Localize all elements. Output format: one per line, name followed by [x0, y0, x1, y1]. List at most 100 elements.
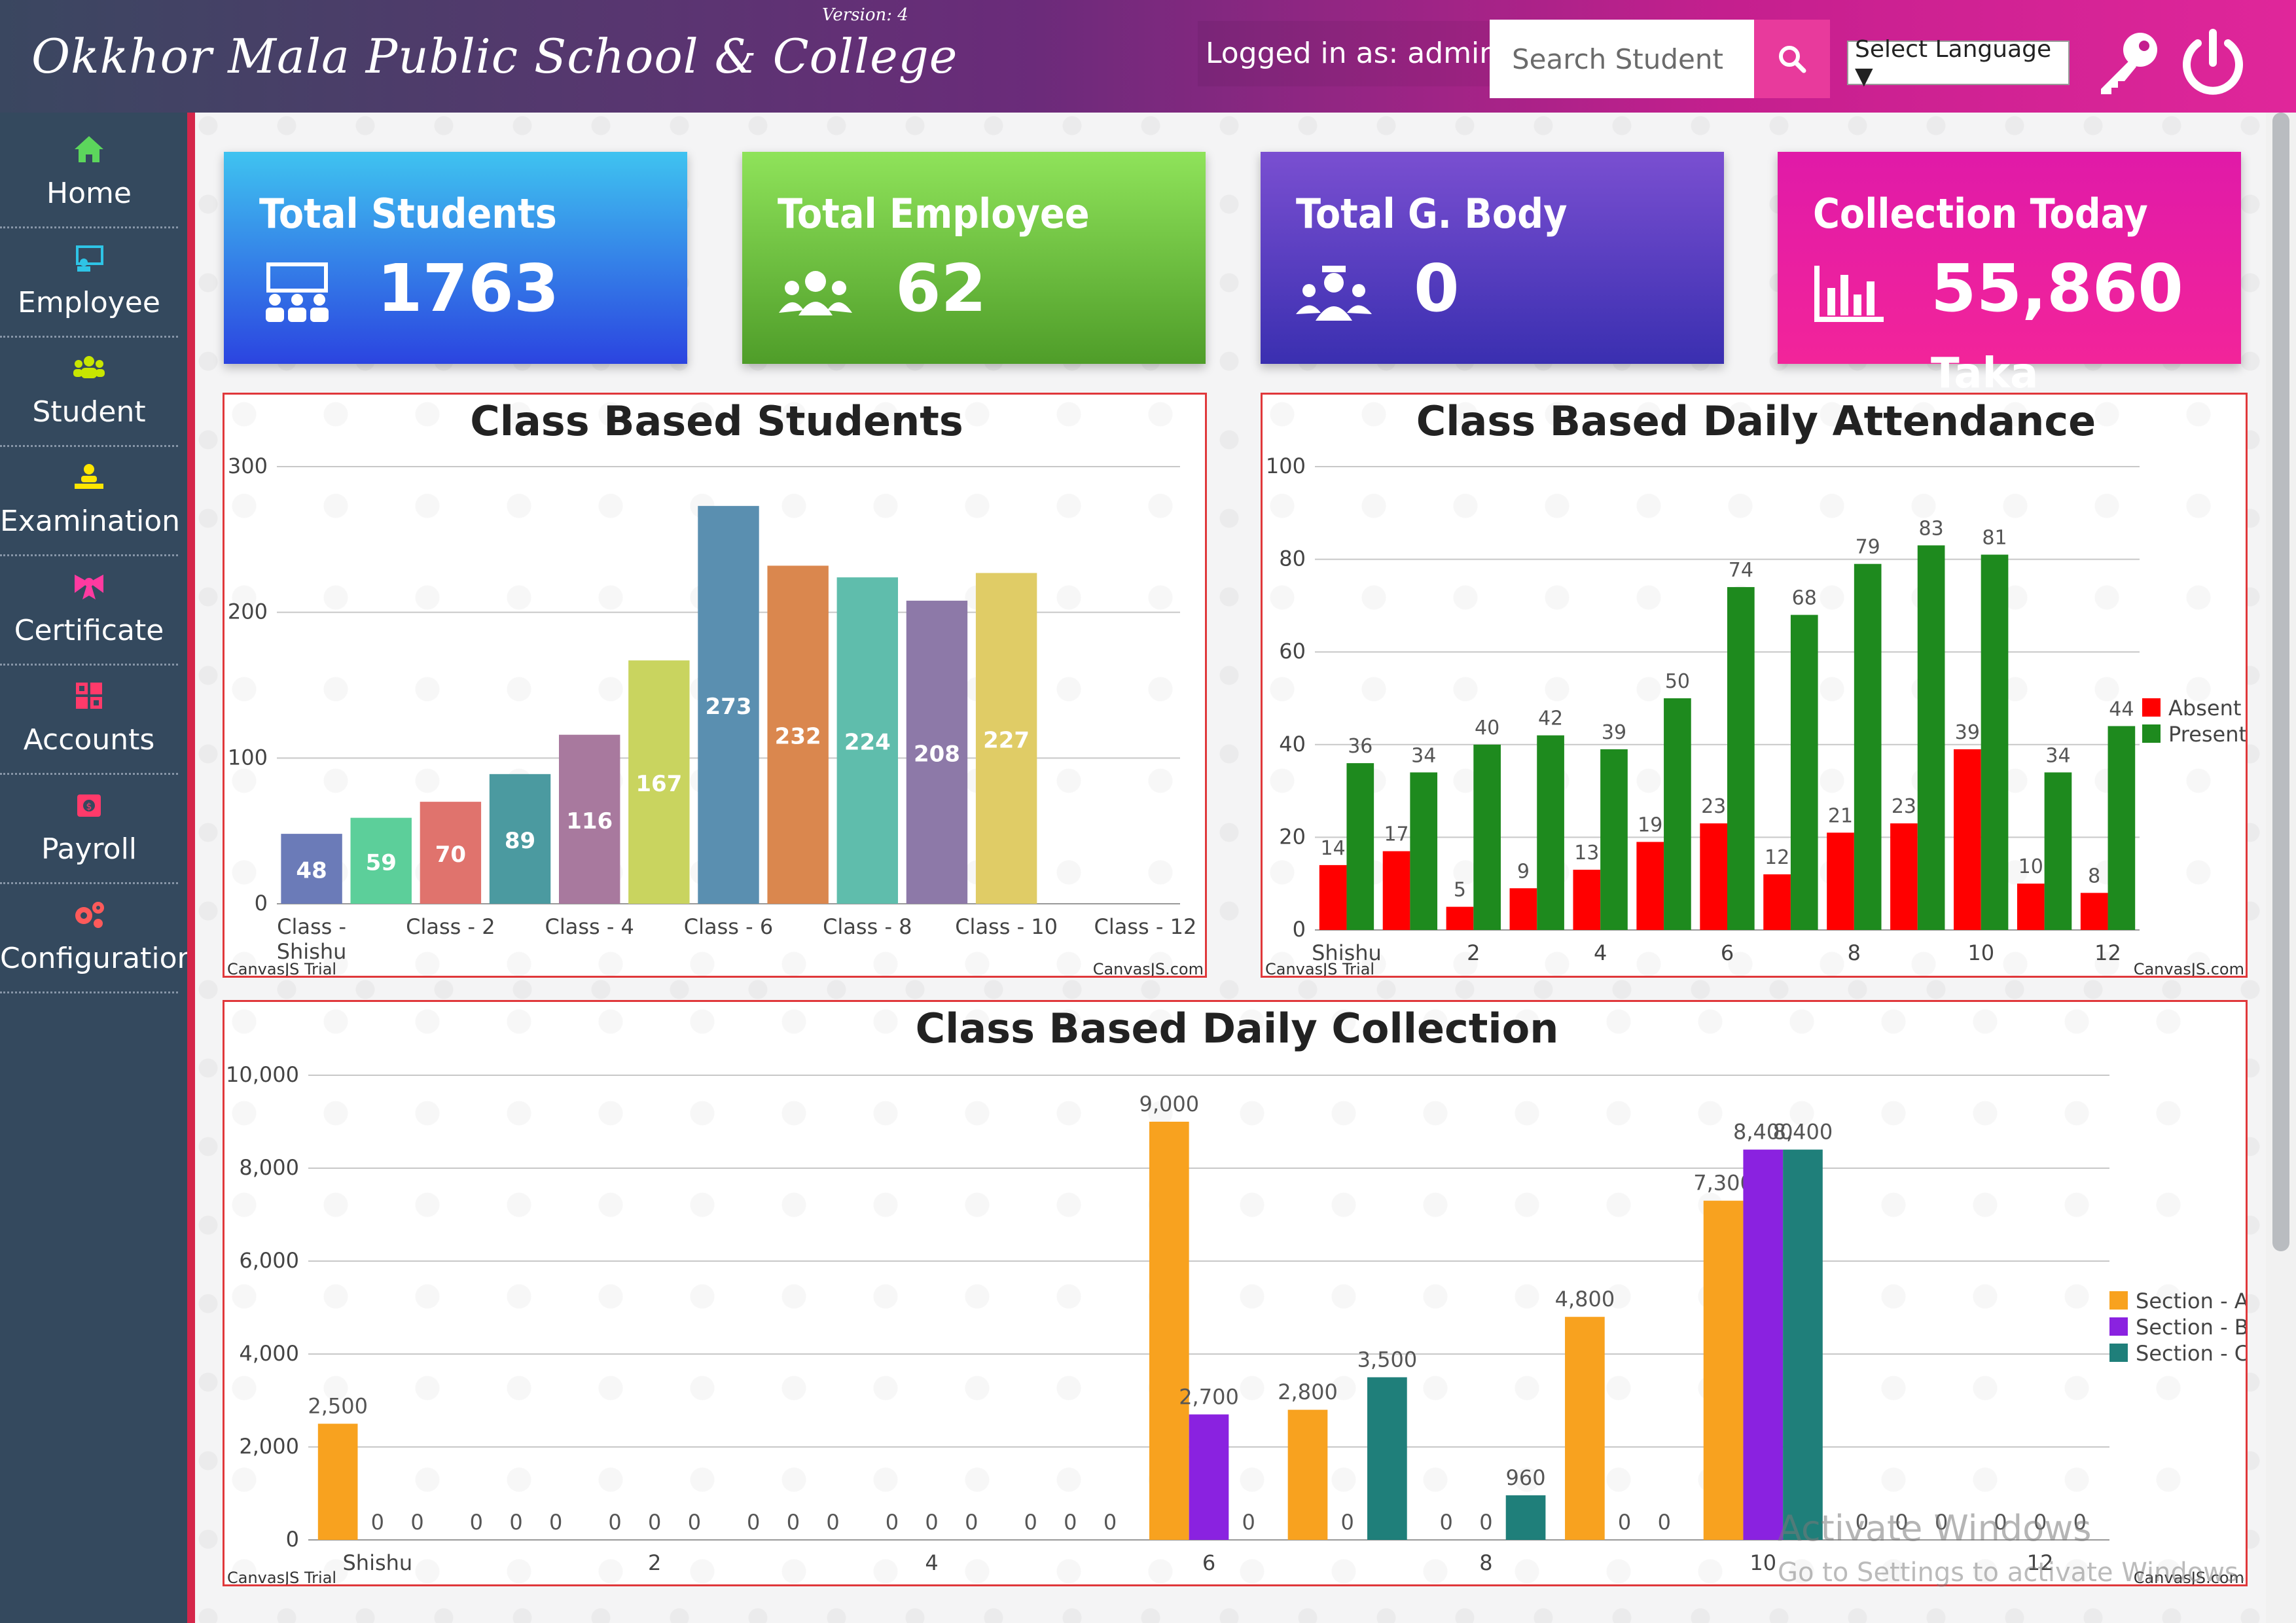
bar-value-label: 70: [435, 842, 466, 868]
card-title: Collection Today: [1813, 190, 2148, 238]
canvasjs-trial-watermark: CanvasJS Trial: [1265, 960, 1374, 978]
power-icon[interactable]: [2177, 26, 2249, 98]
legend-swatch: [2142, 724, 2161, 743]
legend-swatch: [2109, 1317, 2128, 1336]
sidebar-item-label: Student: [32, 395, 146, 429]
x-tick-label: Shishu: [1312, 940, 1382, 965]
grid-icon: [76, 683, 102, 709]
bar-value-label: 227: [983, 727, 1030, 753]
class-based-students-chart: Class Based Students 0 100 200 300 Class -Shi…: [227, 397, 1204, 976]
x-tick-label: 8: [1479, 1550, 1492, 1575]
canvasjs-site-watermark: CanvasJS.com: [2134, 1569, 2244, 1586]
bar: [489, 774, 551, 904]
legend-swatch: [2109, 1344, 2128, 1362]
card-total-students[interactable]: Total Students 1763: [224, 152, 687, 364]
sidebar-item-label: Home: [46, 177, 132, 210]
bar-value-label: 0: [688, 1510, 701, 1535]
x-tick-label: 8: [1848, 940, 1861, 965]
card-title: Total G. Body: [1296, 190, 1568, 238]
sidebar-item-student[interactable]: Student: [0, 338, 178, 447]
bar-value-label: 0: [2073, 1510, 2087, 1535]
sidebar-item-certificate[interactable]: Certificate: [0, 556, 178, 666]
y-tick-label: 80: [1279, 546, 1306, 571]
card-collection-today[interactable]: Collection Today 55,860 Taka: [1778, 152, 2241, 398]
bar-value-label: 0: [1440, 1510, 1453, 1535]
x-tick-label: 4: [1594, 940, 1607, 965]
search-button[interactable]: [1754, 20, 1830, 98]
bar-value-label: 50: [1665, 670, 1690, 693]
legend-label: Section - B: [2136, 1315, 2248, 1340]
bar-value-label: 89: [505, 828, 535, 854]
bar-value-label: 8,400: [1773, 1120, 1833, 1145]
panel-class-based-students: Class Based Students 0 100 200 300 Class - Shi…: [223, 393, 1207, 978]
bar-value-label: 81: [1982, 527, 2007, 550]
y-tick-label: 0: [286, 1527, 299, 1552]
bar: [1790, 615, 1818, 930]
bar-value-label: 34: [2045, 744, 2070, 767]
y-tick-label: 300: [228, 454, 268, 478]
bar-value-label: 0: [965, 1510, 978, 1535]
bar: [1783, 1149, 1823, 1540]
key-icon[interactable]: [2092, 26, 2164, 98]
panel-class-based-collection: Class Based Daily Collection 0 2,000 4,000 6…: [223, 1000, 2248, 1586]
bar: [350, 817, 412, 904]
bar-value-label: 13: [1574, 842, 1599, 865]
sidebar-item-examination[interactable]: Examination: [0, 447, 180, 556]
language-select[interactable]: Select Language ▼: [1847, 36, 2070, 90]
sidebar-item-employee[interactable]: Employee: [0, 228, 178, 338]
bar-value-label: 2,700: [1179, 1384, 1239, 1409]
y-tick-label: 200: [228, 599, 268, 624]
x-tick-label: 6: [1202, 1550, 1215, 1575]
bar-value-label: 44: [2109, 698, 2134, 721]
scrollbar-thumb[interactable]: [2272, 113, 2289, 1251]
bar: [1703, 1200, 1744, 1540]
top-header: Okkhor Mala Public School & College Vers…: [0, 0, 2296, 113]
bar: [1763, 874, 1791, 930]
x-tick-label: 6: [1721, 940, 1734, 965]
legend-label: Section - A: [2136, 1289, 2248, 1313]
y-tick-label: 100: [1266, 454, 1306, 478]
bar: [1473, 744, 1501, 930]
card-total-employee[interactable]: Total Employee 62: [742, 152, 1206, 364]
sidebar-item-accounts[interactable]: Accounts: [0, 666, 178, 775]
sidebar: Home Employee Student Examination Certif…: [0, 113, 195, 1623]
bar: [1367, 1377, 1407, 1540]
page-scrollbar[interactable]: [2266, 113, 2296, 1623]
bar: [1890, 823, 1918, 930]
card-total-governing-body[interactable]: Total G. Body 0: [1261, 152, 1724, 364]
bar-value-label: 14: [1321, 837, 1346, 860]
bar-value-label: 19: [1638, 813, 1662, 836]
bar: [2044, 772, 2072, 930]
x-tick-label: Class - 6: [684, 914, 773, 939]
school-name: Okkhor Mala Public School & College: [31, 29, 958, 84]
bar-value-label: 42: [1538, 707, 1563, 730]
activate-windows-title: Activate Windows: [1778, 1508, 2092, 1549]
y-tick-label: 60: [1279, 639, 1306, 664]
bar-value-label: 0: [1856, 1510, 1869, 1535]
bar: [975, 573, 1037, 904]
bar: [906, 600, 968, 904]
bar-value-label: 0: [608, 1510, 621, 1535]
users-icon: [73, 356, 105, 378]
sidebar-item-payroll[interactable]: $ Payroll: [0, 775, 178, 884]
bar-value-label: 39: [1602, 721, 1626, 744]
legend-swatch: [2142, 698, 2161, 717]
x-tick-label: 2: [648, 1550, 661, 1575]
sidebar-item-configuration[interactable]: Configuration: [0, 884, 195, 993]
x-tick-label: 12: [2094, 940, 2121, 965]
y-tick-label: 2,000: [239, 1434, 299, 1459]
y-tick-label: 0: [1293, 917, 1306, 942]
bar-value-label: 8,400: [1733, 1120, 1793, 1145]
x-tick-label: Class - 12: [1094, 914, 1197, 939]
sidebar-item-home[interactable]: Home: [0, 119, 178, 228]
bar: [1854, 563, 1882, 930]
x-tick-label: 12: [2027, 1550, 2054, 1575]
monitor-user-icon: [76, 245, 103, 272]
bar: [1505, 1495, 1546, 1540]
bar: [1382, 851, 1410, 930]
sidebar-item-label: Payroll: [41, 832, 137, 866]
search-student-input[interactable]: [1490, 20, 1754, 98]
bar: [420, 802, 482, 904]
legend-label: Absent: [2168, 696, 2241, 721]
x-tick-label: Class - 4: [545, 914, 634, 939]
